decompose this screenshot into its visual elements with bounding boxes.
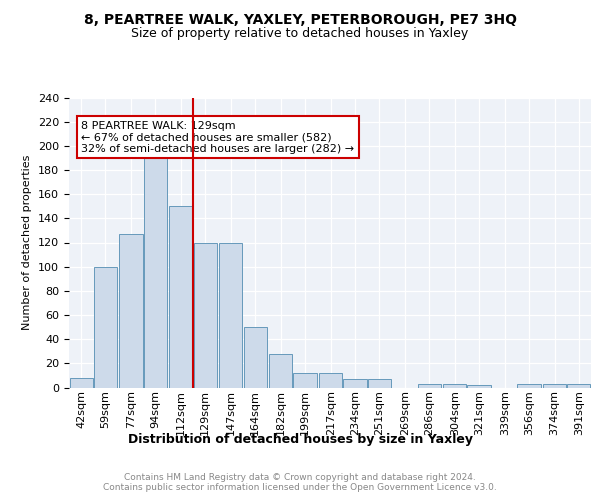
Bar (144, 154, 167, 388)
Bar (293, 373, 317, 388)
Bar (568, 384, 590, 388)
Y-axis label: Number of detached properties: Number of detached properties (22, 155, 32, 330)
Bar (70, 378, 92, 388)
Bar (443, 384, 466, 388)
Bar (220, 242, 242, 388)
Text: 8 PEARTREE WALK: 129sqm
← 67% of detached houses are smaller (582)
32% of semi-d: 8 PEARTREE WALK: 129sqm ← 67% of detache… (81, 120, 354, 154)
Bar (418, 384, 440, 388)
Text: Contains HM Land Registry data © Crown copyright and database right 2024.
Contai: Contains HM Land Registry data © Crown c… (103, 473, 497, 492)
Bar (94, 266, 117, 388)
Bar (319, 373, 342, 388)
Text: 8, PEARTREE WALK, YAXLEY, PETERBOROUGH, PE7 3HQ: 8, PEARTREE WALK, YAXLEY, PETERBOROUGH, … (83, 12, 517, 26)
Bar (119, 234, 143, 388)
Bar (368, 379, 391, 388)
Bar (169, 206, 193, 388)
Bar (269, 354, 292, 388)
Bar (343, 379, 367, 388)
Text: Distribution of detached houses by size in Yaxley: Distribution of detached houses by size … (128, 432, 473, 446)
Bar (517, 384, 541, 388)
Bar (543, 384, 566, 388)
Bar (244, 327, 266, 388)
Text: Size of property relative to detached houses in Yaxley: Size of property relative to detached ho… (131, 28, 469, 40)
Bar (467, 385, 491, 388)
Bar (194, 242, 217, 388)
